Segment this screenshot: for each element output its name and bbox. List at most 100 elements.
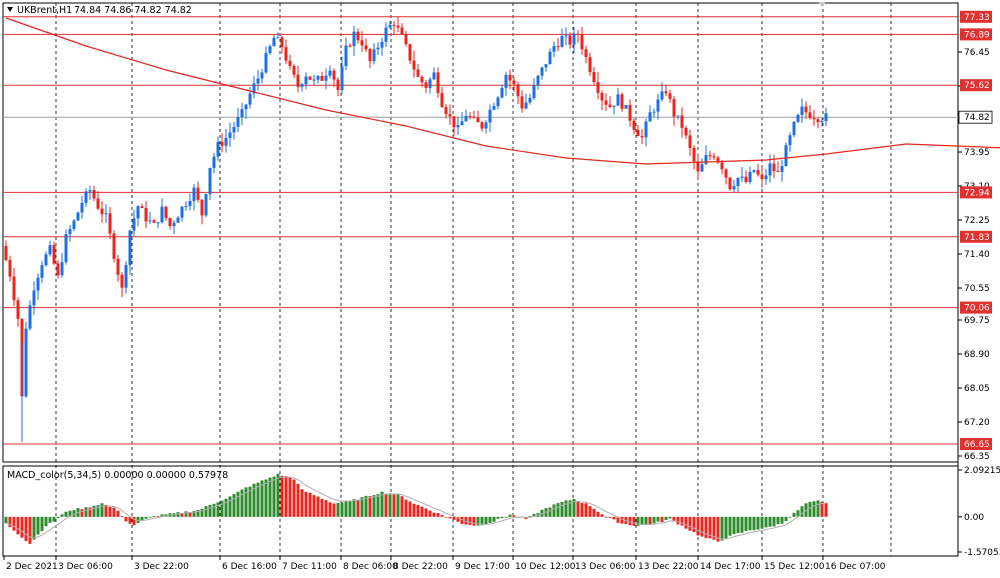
macd-bar	[180, 512, 184, 517]
candle-bear	[520, 96, 524, 109]
macd-histogram	[4, 473, 828, 544]
macd-bar	[436, 513, 440, 517]
macd-bar	[460, 516, 464, 525]
candle-bull	[300, 84, 304, 87]
candle-bull	[492, 106, 496, 110]
candle-bull	[176, 217, 180, 223]
macd-bar	[820, 501, 824, 517]
scroll-indicator-icon[interactable]	[818, 2, 826, 7]
macd-bar	[80, 509, 84, 517]
macd-bar	[260, 480, 264, 517]
macd-bar	[184, 511, 188, 517]
macd-bar	[492, 516, 496, 522]
macd-bar	[84, 507, 88, 517]
candle-bull	[560, 35, 564, 47]
macd-bar	[608, 516, 612, 518]
candle-bear	[320, 75, 324, 81]
macd-tick-label: -1.57053	[964, 548, 1000, 558]
macd-bar	[28, 516, 32, 544]
candle-bear	[164, 206, 168, 219]
current-price-label: 74.82	[964, 113, 990, 123]
candle-bear	[336, 79, 340, 91]
macd-bar	[372, 495, 376, 517]
candle-bear	[816, 119, 820, 123]
macd-bar	[612, 516, 616, 520]
candle-bull	[800, 106, 804, 116]
macd-bar	[232, 494, 236, 517]
price-tick-label: 71.40	[964, 250, 990, 260]
macd-bar	[796, 510, 800, 517]
macd-bar	[676, 516, 680, 525]
macd-bar	[300, 489, 304, 517]
macd-bar	[412, 503, 416, 517]
macd-bar	[364, 495, 368, 517]
candle-bear	[448, 114, 452, 117]
candle-bull	[496, 97, 500, 107]
level-label-bg	[960, 28, 992, 41]
macd-bar	[152, 515, 156, 517]
candle-bear	[772, 163, 776, 172]
macd-bar	[788, 516, 792, 518]
candle-bear	[516, 84, 520, 97]
candle-bull	[500, 87, 504, 98]
macd-bar	[400, 496, 404, 517]
macd-bar	[64, 511, 68, 517]
candle-bull	[188, 200, 192, 206]
candle-bull	[820, 121, 824, 123]
candle-bear	[568, 35, 572, 45]
candle-bear	[92, 190, 96, 199]
macd-bar	[736, 516, 740, 534]
candle-bear	[728, 177, 732, 190]
macd-bar	[236, 491, 240, 517]
macd-bar	[328, 502, 332, 517]
candle-bear	[716, 157, 720, 163]
candle-bull	[788, 135, 792, 146]
macd-bar	[688, 516, 692, 531]
candle-bull	[532, 85, 536, 99]
macd-bar	[628, 516, 632, 526]
price-tick-label: 76.45	[964, 48, 990, 58]
candle-bear	[408, 44, 412, 61]
collapse-triangle-icon[interactable]	[7, 7, 13, 12]
macd-bar	[824, 502, 828, 517]
macd-bar	[596, 511, 600, 517]
candle-bull	[36, 277, 40, 291]
macd-bar	[408, 501, 412, 517]
macd-bar	[352, 499, 356, 517]
level-label: 71.83	[964, 233, 990, 243]
price-tick-label: 69.75	[964, 316, 990, 326]
time-tick-label: 8 Dec 06:00	[343, 562, 398, 572]
macd-bar	[340, 502, 344, 517]
candle-bull	[736, 177, 740, 187]
macd-bar	[720, 516, 724, 541]
macd-bar	[212, 503, 216, 517]
candle-bear	[436, 72, 440, 93]
candle-bull	[536, 75, 540, 86]
macd-bar	[16, 516, 20, 535]
macd-bar	[376, 494, 380, 517]
macd-bar	[444, 516, 448, 518]
candle-bear	[708, 155, 712, 157]
candle-bear	[620, 94, 624, 109]
macd-bar	[656, 516, 660, 522]
macd-bar	[284, 476, 288, 517]
price-axis: 76.4575.6073.9573.1072.2571.4070.5569.75…	[958, 48, 990, 462]
candle-bear	[280, 37, 284, 48]
candle-bull	[612, 105, 616, 108]
level-label-bg	[960, 186, 992, 199]
price-tick-label: 70.55	[964, 284, 990, 294]
macd-bar	[660, 516, 664, 523]
candle-bull	[48, 245, 52, 255]
time-tick-label: 7 Dec 11:00	[282, 562, 337, 572]
macd-bar	[224, 498, 228, 517]
candle-bull	[172, 222, 176, 227]
candle-bear	[100, 208, 104, 215]
candle-bear	[472, 116, 476, 118]
candle-bull	[352, 31, 356, 47]
macd-bar	[280, 475, 284, 517]
macd-bar	[800, 506, 804, 517]
macd-bar	[40, 516, 44, 532]
macd-bar	[296, 483, 300, 517]
macd-bar	[292, 479, 296, 517]
candle-bull	[616, 94, 620, 106]
